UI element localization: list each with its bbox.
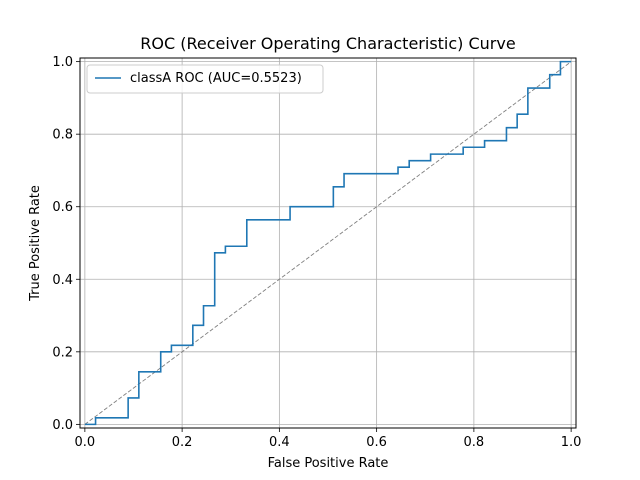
y-tick-label: 0.4 (52, 273, 73, 288)
y-tick-label: 0.2 (52, 345, 73, 360)
series-layer (84, 60, 572, 426)
x-axis-label: False Positive Rate (268, 456, 389, 471)
chart-title: ROC (Receiver Operating Characteristic) … (140, 34, 515, 53)
x-tick-label: 0.8 (464, 435, 485, 450)
legend-entry-classa: classA ROC (AUC=0.5523) (130, 71, 302, 86)
y-axis-label: True Positive Rate (28, 185, 43, 302)
legend: classA ROC (AUC=0.5523) (86, 64, 324, 94)
x-tick-label: 0.0 (75, 435, 96, 450)
x-tick-label: 0.6 (366, 435, 387, 450)
legend-box (86, 64, 324, 94)
chance-diagonal-line (84, 61, 572, 425)
ticks: 0.0 0.2 0.4 0.6 0.8 1.0 0.0 0.2 0.4 0.6 0.8 1.0 (52, 55, 581, 450)
x-tick-label: 0.2 (172, 435, 193, 450)
y-tick-label: 0.8 (52, 128, 73, 143)
roc-curve-classa (84, 60, 572, 426)
y-tick-label: 0.0 (52, 418, 73, 433)
x-tick-label: 0.4 (269, 435, 290, 450)
plot-frame (79, 57, 577, 429)
y-tick-label: 1.0 (52, 55, 73, 70)
y-tick-label: 0.6 (52, 200, 73, 215)
x-tick-label: 1.0 (561, 435, 582, 450)
